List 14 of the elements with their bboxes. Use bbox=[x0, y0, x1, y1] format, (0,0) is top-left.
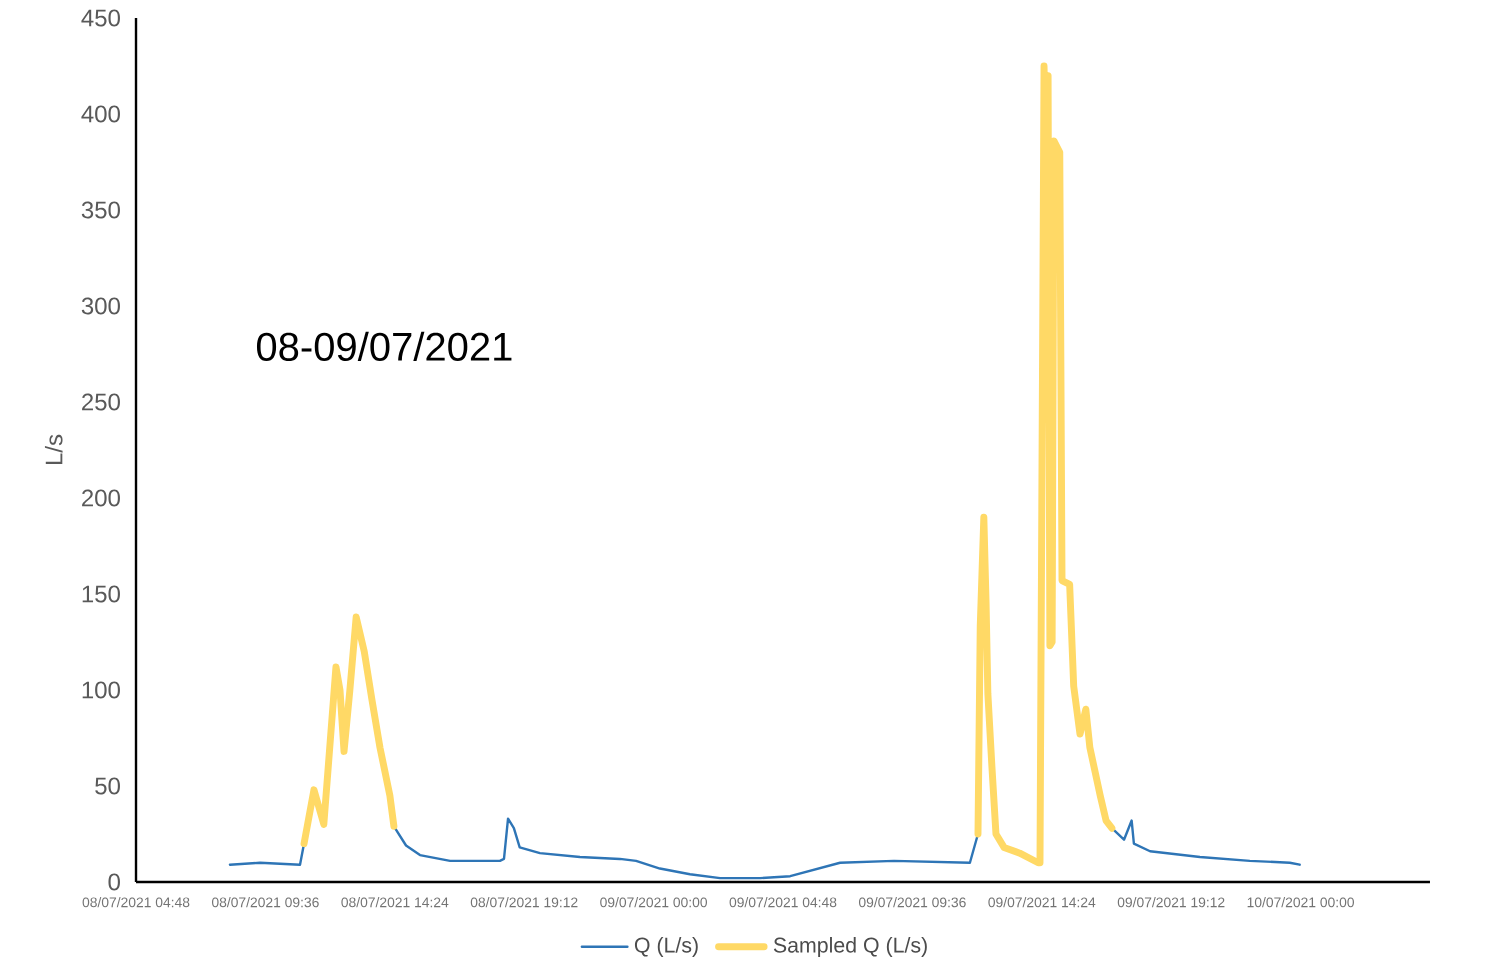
y-axis-title: L/s bbox=[44, 434, 63, 465]
legend-label: Q (L/s) bbox=[634, 937, 698, 957]
y-tick-label: 0 bbox=[108, 873, 120, 891]
annotation: 08-09/07/2021 bbox=[256, 331, 512, 361]
y-tick-label: 300 bbox=[81, 297, 120, 315]
y-tick-label: 200 bbox=[82, 489, 120, 507]
y-tick-label: 250 bbox=[82, 393, 120, 411]
y-tick-label: 150 bbox=[82, 585, 120, 603]
legend-label: Sampled Q (L/s) bbox=[773, 937, 927, 957]
y-tick-label: 50 bbox=[95, 777, 120, 795]
y-tick-label: 100 bbox=[82, 681, 120, 699]
y-tick-label: 350 bbox=[81, 201, 120, 219]
y-tick-label: 400 bbox=[81, 105, 120, 123]
y-tick-label: 450 bbox=[81, 9, 120, 27]
